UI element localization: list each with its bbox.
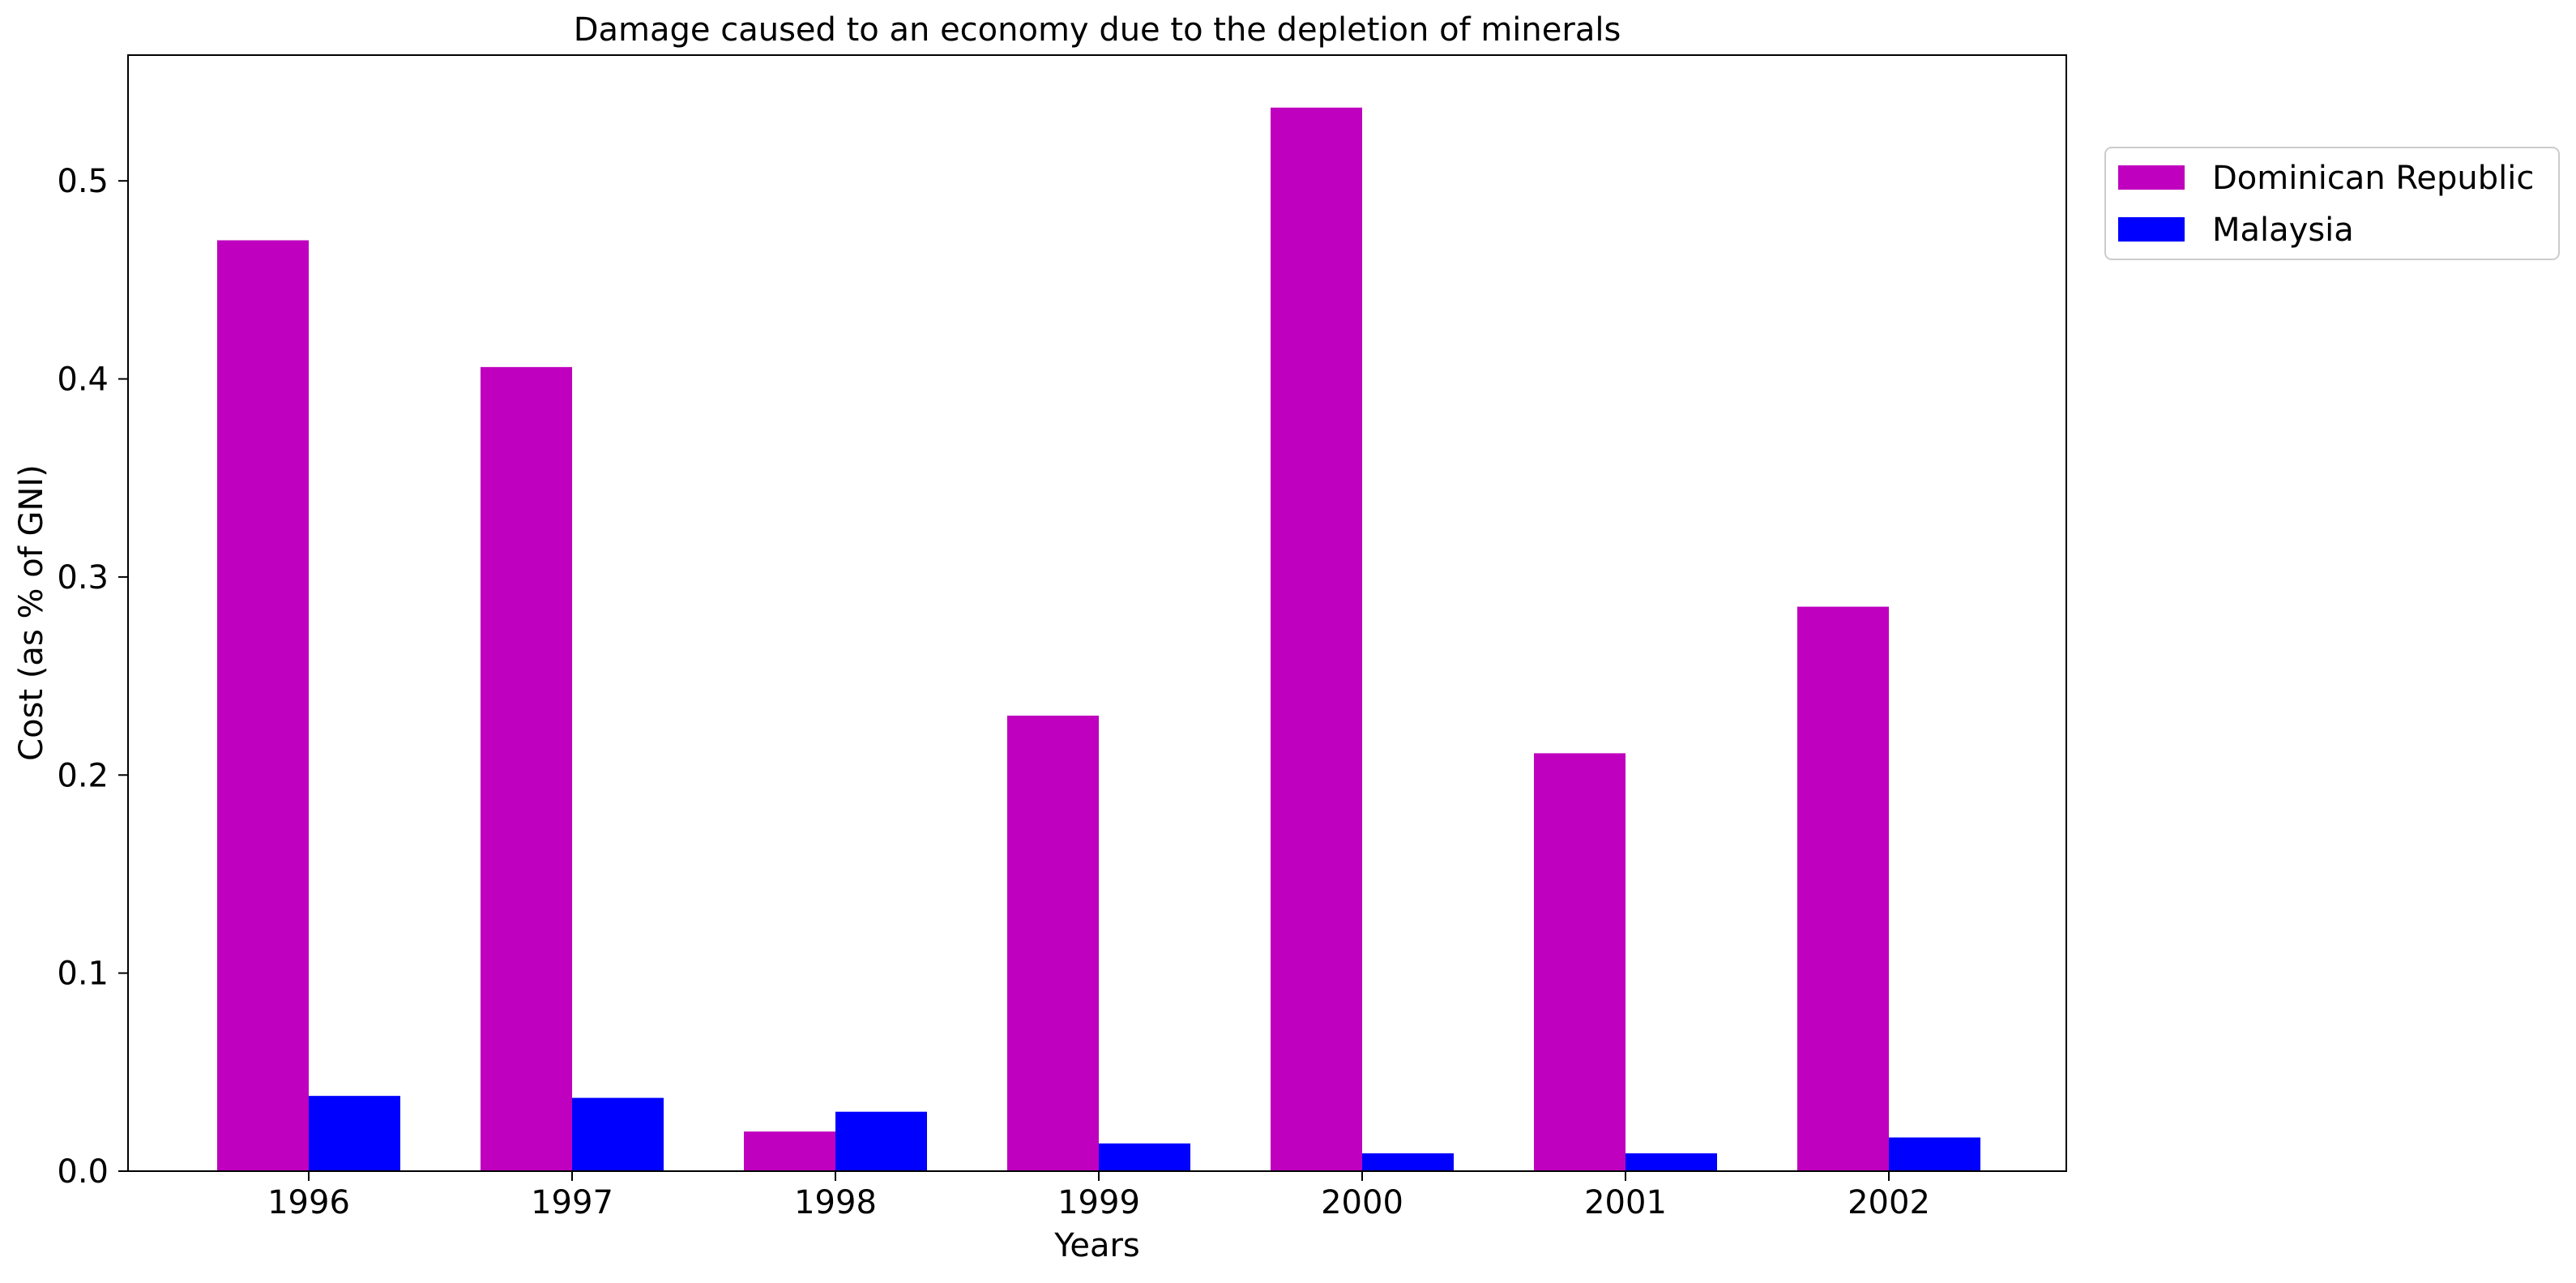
legend-label-dominican-republic: Dominican Republic [2212,160,2534,197]
x-tick-label: 2002 [1848,1184,1930,1221]
chart-title: Damage caused to an economy due to the d… [574,11,1621,49]
legend-swatch-dominican-republic [2118,165,2185,190]
x-tick-label: 1998 [794,1184,877,1221]
bar-dominican-republic-2002 [1797,606,1889,1171]
x-tick-label: 1996 [267,1184,350,1221]
bar-malaysia-1996 [309,1096,400,1171]
bar-malaysia-1999 [1099,1143,1190,1171]
x-tick-label: 2000 [1321,1184,1403,1221]
bar-malaysia-1997 [572,1097,664,1171]
bars-group [217,107,1980,1172]
x-axis-label: Years [1053,1227,1140,1264]
bar-dominican-republic-2001 [1534,753,1625,1171]
bar-dominican-republic-1998 [744,1131,835,1171]
y-tick-label: 0.5 [57,163,109,200]
y-tick-label: 0.0 [57,1153,109,1191]
x-tick-label: 1997 [531,1184,613,1221]
bar-malaysia-2001 [1625,1153,1717,1171]
bar-malaysia-2002 [1889,1137,1980,1171]
y-axis-label: Cost (as % of GNI) [13,464,50,761]
bar-dominican-republic-1996 [217,240,309,1171]
bar-dominican-republic-1999 [1007,715,1099,1171]
bar-malaysia-1998 [835,1111,927,1171]
y-tick-label: 0.1 [57,956,109,993]
x-tick-label: 2001 [1584,1184,1667,1221]
legend-frame [2104,147,2560,260]
y-axis: 0.0 0.1 0.2 0.3 0.4 0.5 [57,163,128,1191]
bar-dominican-republic-1997 [481,366,572,1172]
bar-malaysia-2000 [1362,1153,1454,1171]
y-tick-label: 0.3 [57,559,109,597]
y-tick-label: 0.2 [57,757,109,794]
legend: Dominican Republic Malaysia [2104,147,2560,260]
y-tick-label: 0.4 [57,361,109,399]
bar-dominican-republic-2000 [1271,107,1362,1172]
x-tick-label: 1999 [1057,1184,1140,1221]
x-axis: 1996 1997 1998 1999 2000 2001 2002 [267,1171,1930,1221]
legend-swatch-malaysia [2118,217,2185,242]
plot-frame [127,54,2067,1172]
legend-label-malaysia: Malaysia [2212,212,2354,249]
